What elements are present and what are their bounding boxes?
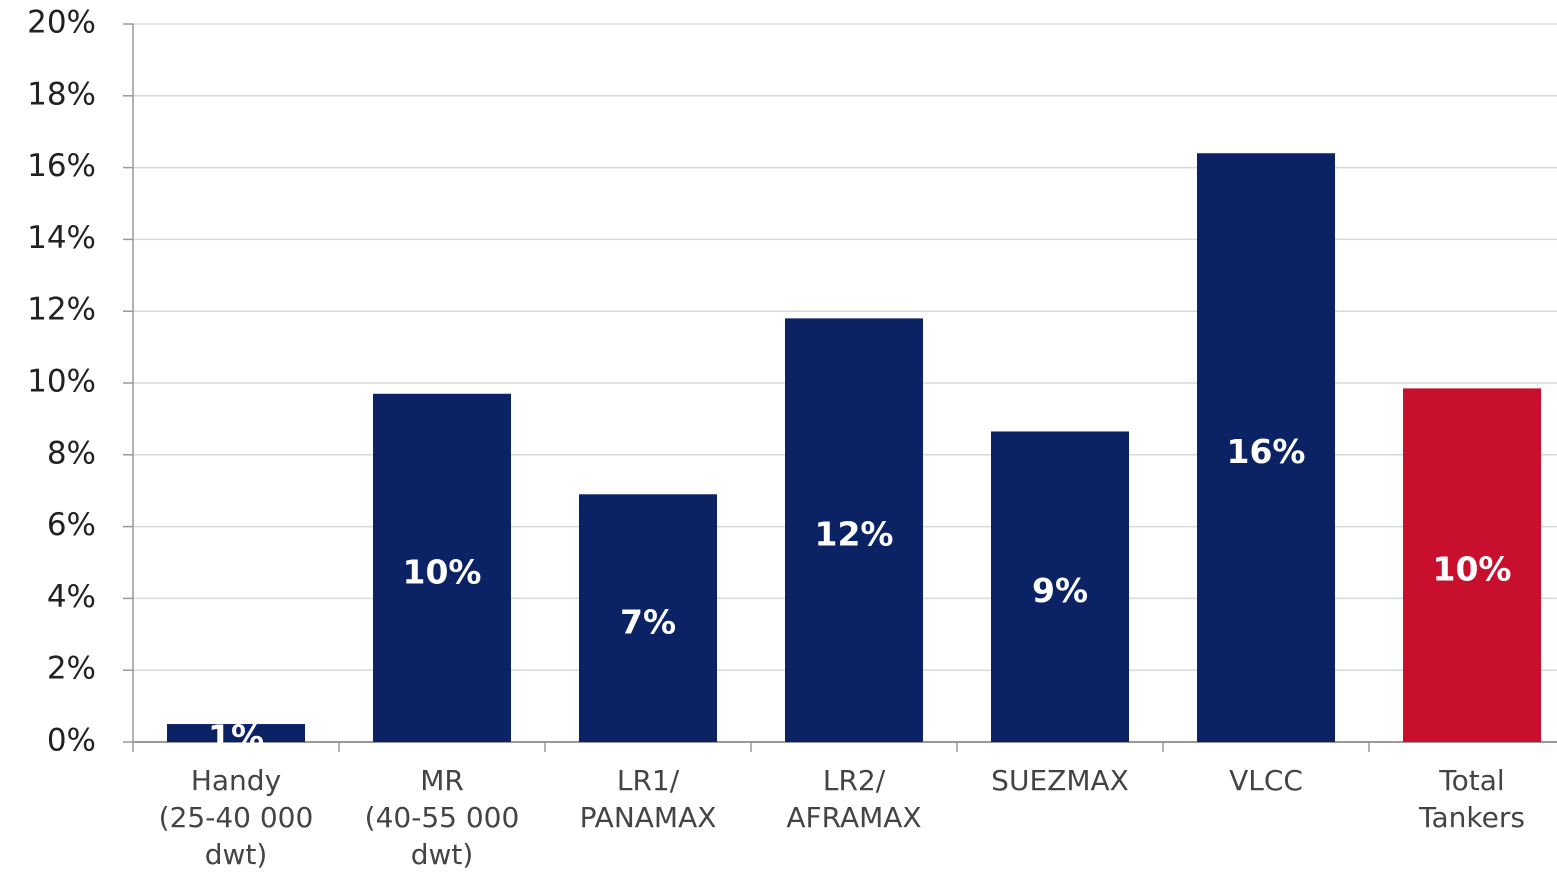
x-tick-label: (25-40 000: [159, 801, 314, 834]
x-tick-label: dwt): [411, 838, 474, 871]
x-tick-label: Tankers: [1418, 801, 1525, 834]
y-tick-label: 6%: [47, 507, 96, 543]
x-tick-label: Total: [1438, 764, 1504, 797]
value-label: 16%: [1227, 432, 1306, 471]
x-tick-label: LR1/: [617, 764, 680, 797]
x-tick-label: MR: [420, 764, 464, 797]
x-tick-label: LR2/: [823, 764, 886, 797]
y-tick-label: 4%: [47, 579, 96, 615]
y-tick-label: 12%: [27, 292, 96, 328]
value-label: 7%: [620, 603, 676, 642]
x-tick-label: Handy: [191, 764, 281, 797]
value-label: 12%: [815, 515, 894, 554]
x-tick-label: SUEZMAX: [991, 764, 1129, 797]
bar: [1403, 388, 1541, 742]
y-tick-label: 20%: [27, 5, 96, 41]
y-tick-label: 18%: [27, 76, 96, 112]
y-tick-label: 16%: [27, 148, 96, 184]
x-tick-label: dwt): [205, 838, 268, 871]
x-tick-label: AFRAMAX: [786, 801, 921, 834]
bar: [1197, 153, 1335, 743]
bar: [373, 393, 511, 742]
bar: [167, 724, 305, 742]
bar: [579, 494, 717, 742]
y-tick-label: 0%: [47, 723, 96, 759]
value-label: 9%: [1032, 571, 1088, 610]
value-label: 10%: [1433, 550, 1512, 589]
y-tick-label: 2%: [47, 651, 96, 687]
bar: [991, 431, 1129, 742]
x-tick-label: (40-55 000: [365, 801, 520, 834]
x-tick-label: PANAMAX: [580, 801, 717, 834]
x-tick-label: VLCC: [1229, 764, 1303, 797]
value-label: 10%: [403, 552, 482, 591]
bar: [785, 318, 923, 742]
y-tick-label: 8%: [47, 435, 96, 471]
value-label: 1%: [208, 718, 264, 757]
y-tick-label: 14%: [27, 220, 96, 256]
y-tick-label: 10%: [27, 364, 96, 400]
